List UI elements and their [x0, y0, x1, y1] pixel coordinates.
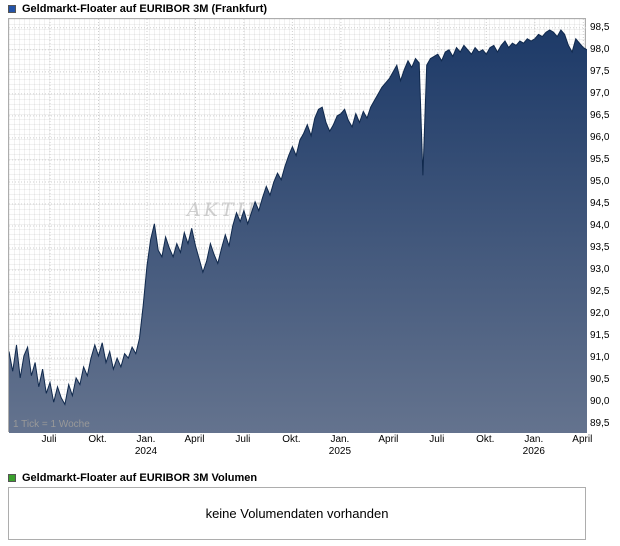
y-tick-label: 94,0 [590, 220, 610, 231]
price-area-fill [9, 30, 587, 433]
x-tick-label: April [378, 434, 399, 445]
y-tick-label: 96,5 [590, 109, 610, 121]
price-legend-label: Geldmarkt-Floater auf EURIBOR 3M (Frankf… [22, 3, 268, 15]
x-tick-label: Jan. 2024 [134, 434, 158, 457]
y-tick-label: 90,5 [590, 374, 610, 386]
y-tick-label: 91,5 [590, 330, 610, 342]
price-chart-legend: Geldmarkt-Floater auf EURIBOR 3M (Frankf… [8, 3, 267, 15]
x-axis: Juli Okt. Jan. 2024 April Juli Okt. Jan. 2025 Apr… [8, 434, 592, 462]
x-tick-label: Juli [235, 434, 251, 445]
price-line [9, 29, 587, 406]
y-tick-label: 93,5 [590, 242, 610, 254]
volume-legend-label: Geldmarkt-Floater auf EURIBOR 3M Volumen [22, 472, 258, 484]
y-tick-label: 98,5 [590, 21, 610, 33]
y-tick-label: 95,5 [590, 153, 610, 165]
volume-legend: Geldmarkt-Floater auf EURIBOR 3M Volumen [8, 472, 257, 484]
y-tick-label: 89,5 [590, 418, 610, 430]
y-tick-label: 92,0 [590, 308, 610, 320]
volume-panel: keine Volumendaten vorhanden [8, 487, 586, 540]
x-tick-label: April [572, 434, 593, 445]
y-tick-label: 96,0 [590, 131, 610, 143]
price-legend-swatch-icon [8, 5, 16, 13]
x-tick-label: Okt. [88, 434, 107, 445]
volume-message: keine Volumendaten vorhanden [205, 506, 389, 521]
y-tick-label: 90,0 [590, 396, 610, 408]
x-tick-label: Jan. 2025 [328, 434, 352, 457]
y-tick-label: 92,5 [590, 286, 610, 298]
y-tick-label: 94,5 [590, 197, 610, 209]
y-axis: 89,5 90,0 90,5 91,0 91,5 92,0 92,5 93,0 93,5 94,0… [590, 18, 620, 432]
y-tick-label: 97,0 [590, 87, 610, 99]
price-chart-plot[interactable]: AKTIENCHECK.DE 1 Tick = 1 Woche [8, 18, 587, 433]
x-tick-label: Jan. 2026 [522, 434, 545, 457]
tick-note: 1 Tick = 1 Woche [13, 419, 90, 430]
x-tick-label: Juli [41, 434, 57, 445]
y-tick-label: 97,5 [590, 65, 610, 77]
y-tick-label: 95,0 [590, 175, 610, 187]
price-area-chart [9, 19, 587, 433]
y-tick-label: 98,0 [590, 43, 610, 55]
x-tick-label: Juli [429, 434, 445, 445]
volume-legend-swatch-icon [8, 474, 16, 482]
x-tick-label: April [184, 434, 205, 445]
y-tick-label: 91,0 [590, 352, 610, 364]
y-tick-label: 93,0 [590, 264, 610, 276]
x-tick-label: Okt. [476, 434, 495, 445]
x-tick-label: Okt. [282, 434, 301, 445]
